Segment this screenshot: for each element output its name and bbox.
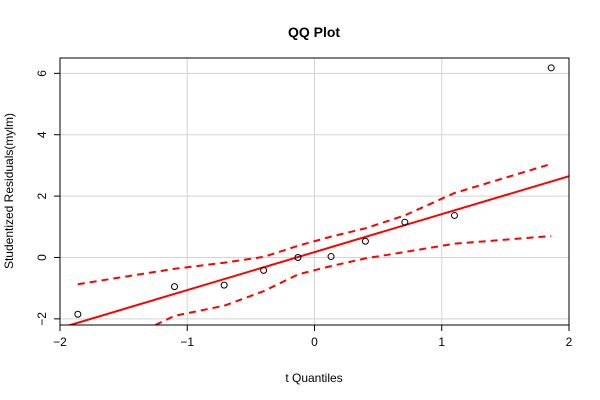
confidence-band-upper [77, 162, 552, 286]
y-tick-label: 2 [35, 192, 49, 199]
data-points [74, 64, 555, 318]
data-point [327, 253, 335, 261]
reference-line [66, 175, 569, 325]
y-tick-label: 0 [35, 254, 49, 261]
data-point [450, 211, 458, 219]
data-point [74, 310, 82, 318]
y-tick-label: −2 [35, 312, 49, 326]
data-point [294, 253, 302, 261]
x-tick-label: 1 [438, 335, 445, 349]
y-tick-label: 6 [35, 70, 49, 77]
data-point [361, 237, 369, 245]
x-tick-label: 0 [311, 335, 318, 349]
reference-line-group [66, 175, 569, 325]
x-tick-label: 2 [566, 335, 573, 349]
data-point [401, 218, 409, 226]
confidence-bands [77, 162, 552, 325]
y-axis: −2 0 2 4 6 [35, 70, 60, 326]
data-point [171, 283, 179, 291]
data-point [260, 266, 268, 274]
data-point [547, 64, 555, 72]
chart-title: QQ Plot [288, 24, 340, 40]
x-axis-label: t Quantiles [285, 371, 342, 385]
y-tick-label: 4 [35, 131, 49, 138]
x-tick-label: −2 [53, 335, 67, 349]
y-axis-label: Studentized Residuals(mylm) [2, 113, 16, 269]
x-axis: −2 −1 0 1 2 [53, 325, 573, 349]
data-point [220, 281, 228, 289]
x-tick-label: −1 [180, 335, 194, 349]
confidence-band-lower [154, 235, 552, 325]
